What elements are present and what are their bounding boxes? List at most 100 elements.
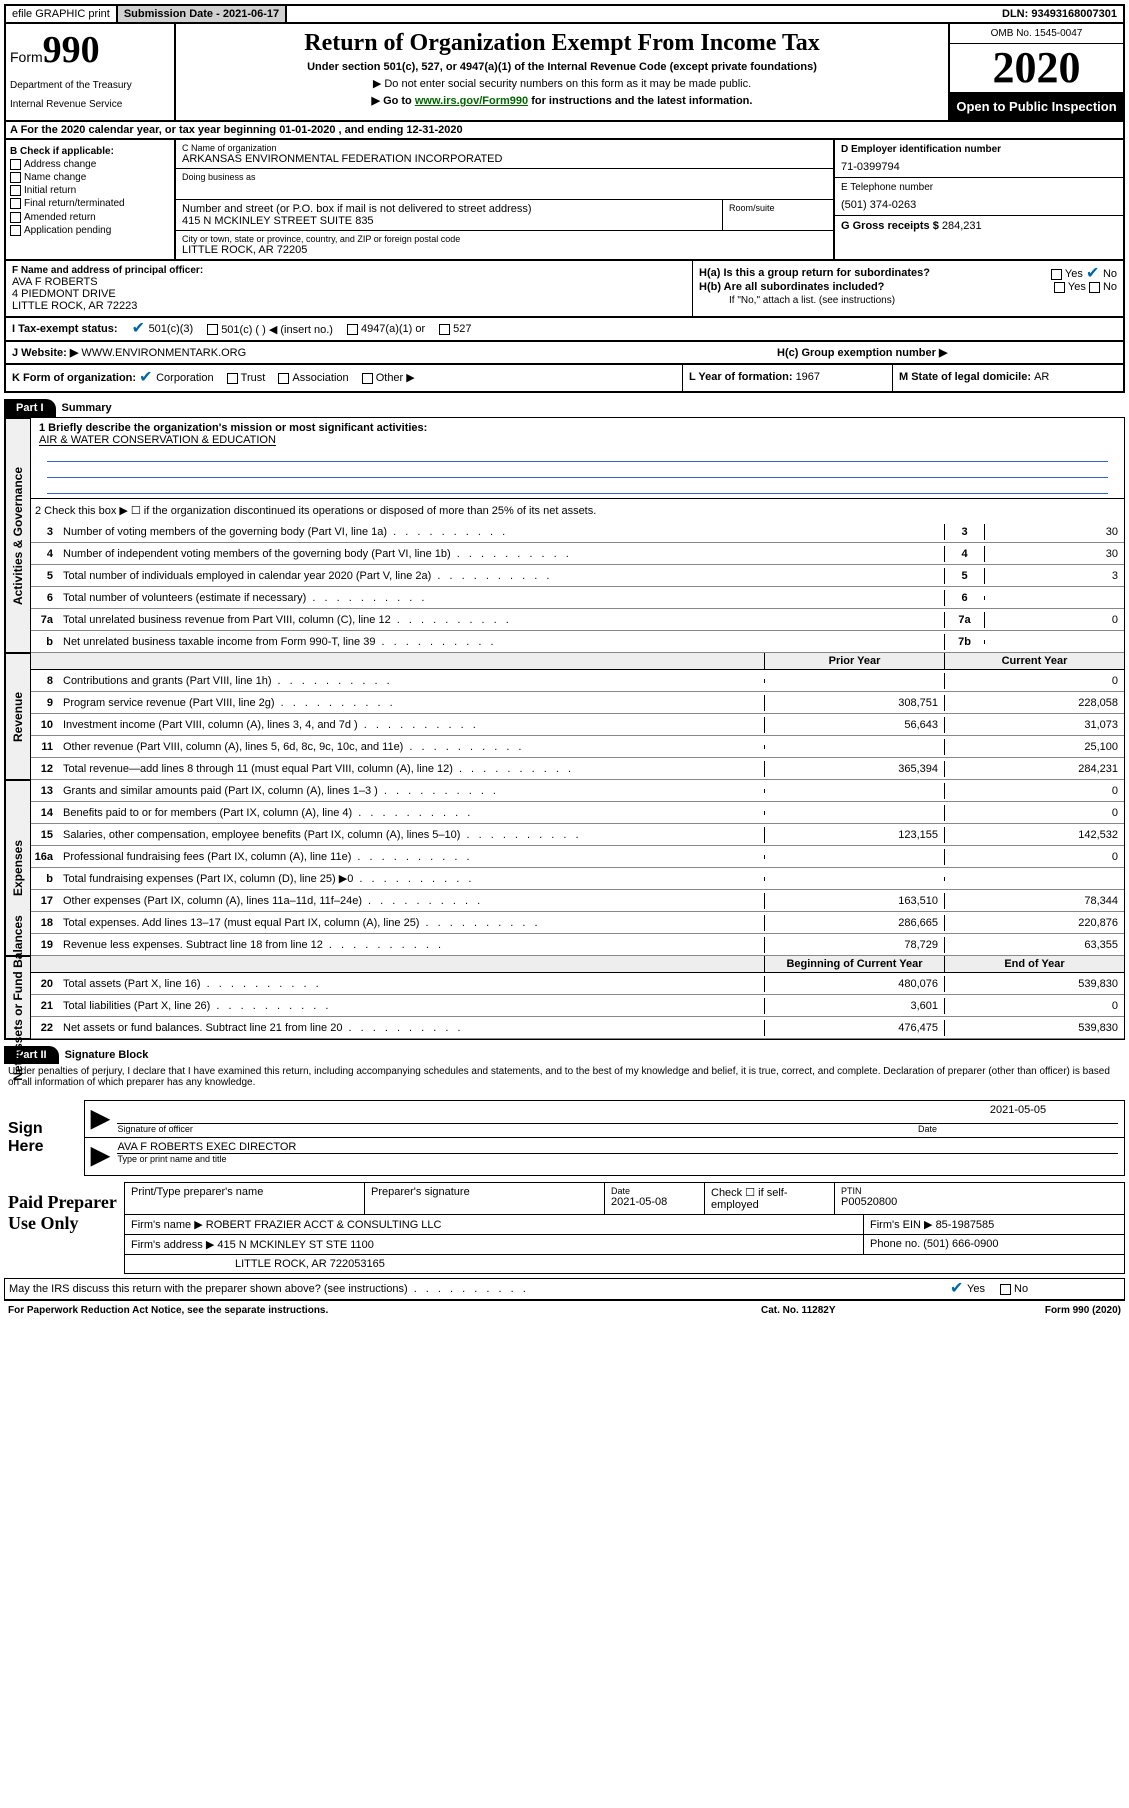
exp-line-17: 17 Other expenses (Part IX, column (A), … — [31, 890, 1124, 912]
entity-grid: B Check if applicable: Address change Na… — [4, 140, 1125, 261]
dept-treasury: Department of the Treasury — [10, 80, 170, 91]
rev-line-10: 10 Investment income (Part VIII, column … — [31, 714, 1124, 736]
chk-name-change[interactable] — [10, 172, 21, 183]
na-line-22: 22 Net assets or fund balances. Subtract… — [31, 1017, 1124, 1039]
ha-no-checked[interactable] — [1086, 267, 1100, 281]
topbar: efile GRAPHIC print Submission Date - 20… — [4, 4, 1125, 24]
chk-address-change[interactable] — [10, 159, 21, 170]
state-domicile: M State of legal domicile: AR — [893, 365, 1123, 391]
tel-label: E Telephone number — [841, 182, 1117, 193]
ptin: P00520800 — [841, 1196, 1118, 1208]
gov-line-6: 6 Total number of volunteers (estimate i… — [31, 587, 1124, 609]
hb-no[interactable] — [1089, 282, 1100, 293]
chk-final-return[interactable] — [10, 198, 21, 209]
exp-line-b: b Total fundraising expenses (Part IX, c… — [31, 868, 1124, 890]
sig-date-label: Date — [918, 1124, 1118, 1134]
sig-arrow-icon: ▶ — [91, 1104, 109, 1134]
ha-yes[interactable] — [1051, 269, 1062, 280]
line2: 2 Check this box ▶ ☐ if the organization… — [31, 502, 1124, 519]
exp-line-15: 15 Salaries, other compensation, employe… — [31, 824, 1124, 846]
website-value: WWW.ENVIRONMENTARK.ORG — [81, 347, 246, 359]
mission-label: 1 Briefly describe the organization's mi… — [39, 422, 1116, 434]
chk-4947[interactable] — [347, 324, 358, 335]
rev-line-8: 8 Contributions and grants (Part VIII, l… — [31, 670, 1124, 692]
rev-label: Revenue — [5, 653, 31, 780]
sig-arrow2-icon: ▶ — [91, 1141, 109, 1170]
hc-line: H(c) Group exemption number ▶ — [777, 346, 1117, 359]
ein-value: 71-0399794 — [841, 161, 1117, 173]
col-b-checkboxes: B Check if applicable: Address change Na… — [6, 140, 176, 259]
exp-line-19: 19 Revenue less expenses. Subtract line … — [31, 934, 1124, 956]
firm-name: ROBERT FRAZIER ACCT & CONSULTING LLC — [206, 1219, 442, 1231]
gov-label: Activities & Governance — [5, 418, 31, 653]
discuss-no[interactable] — [1000, 1284, 1011, 1295]
submission-date-btn[interactable]: Submission Date - 2021-06-17 — [118, 6, 287, 22]
firm-phone: (501) 666-0900 — [923, 1238, 998, 1250]
exp-line-14: 14 Benefits paid to or for members (Part… — [31, 802, 1124, 824]
chk-501c[interactable] — [207, 324, 218, 335]
sig-officer-label: Signature of officer — [117, 1124, 918, 1134]
na-hdr: Beginning of Current YearEnd of Year — [31, 956, 1124, 973]
gov-line-3: 3 Number of voting members of the govern… — [31, 521, 1124, 543]
instructions-link: ▶ Go to www.irs.gov/Form990 for instruct… — [182, 94, 942, 107]
open-to-public: Open to Public Inspection — [950, 93, 1123, 120]
irs-label: Internal Revenue Service — [10, 99, 170, 110]
name-title-label: Type or print name and title — [117, 1154, 1118, 1164]
form-number: Form990 — [10, 28, 170, 72]
org-name: ARKANSAS ENVIRONMENTAL FEDERATION INCORP… — [182, 153, 827, 165]
chk-assoc[interactable] — [278, 373, 289, 384]
form-header: Form990 Department of the Treasury Inter… — [4, 24, 1125, 122]
hb-yes[interactable] — [1054, 282, 1065, 293]
discuss-question: May the IRS discuss this return with the… — [5, 1281, 944, 1297]
tax-status-row: I Tax-exempt status: 501(c)(3) 501(c) ( … — [4, 318, 1125, 342]
sign-here: Sign Here — [4, 1100, 84, 1176]
cat-no: Cat. No. 11282Y — [761, 1305, 941, 1316]
room-suite-label: Room/suite — [723, 200, 833, 230]
chk-other[interactable] — [362, 373, 373, 384]
paperwork-notice: For Paperwork Reduction Act Notice, see … — [8, 1305, 761, 1316]
gov-line-b: b Net unrelated business taxable income … — [31, 631, 1124, 653]
mission-text: AIR & WATER CONSERVATION & EDUCATION — [39, 434, 1116, 446]
form-subtitle: Under section 501(c), 527, or 4947(a)(1)… — [182, 61, 942, 73]
chk-amended[interactable] — [10, 212, 21, 223]
chk-527[interactable] — [439, 324, 450, 335]
chk-trust[interactable] — [227, 373, 238, 384]
org-address: 415 N MCKINLEY STREET SUITE 835 — [182, 215, 716, 227]
officer-addr1: 4 PIEDMONT DRIVE — [12, 288, 686, 300]
prep-sig-lbl: Preparer's signature — [365, 1183, 605, 1214]
addr-label: Number and street (or P.O. box if mail i… — [182, 203, 716, 215]
chk-pending[interactable] — [10, 225, 21, 236]
gross-label: G Gross receipts $ — [841, 220, 942, 232]
declaration: Under penalties of perjury, I declare th… — [4, 1064, 1125, 1090]
paid-preparer-hdr: Paid Preparer Use Only — [4, 1182, 124, 1274]
exp-line-18: 18 Total expenses. Add lines 13–17 (must… — [31, 912, 1124, 934]
irs-link[interactable]: www.irs.gov/Form990 — [415, 95, 528, 107]
chk-corp[interactable] — [139, 371, 153, 385]
part1-hdr: Part I — [4, 399, 56, 417]
org-name-label: C Name of organization — [182, 143, 827, 153]
ha-line: H(a) Is this a group return for subordin… — [699, 267, 1117, 279]
part1-title: Summary — [62, 402, 112, 414]
chk-501c3[interactable] — [132, 322, 146, 336]
sig-date: 2021-05-05 — [918, 1104, 1118, 1124]
year-formation: L Year of formation: 1967 — [683, 365, 893, 391]
prep-name-lbl: Print/Type preparer's name — [125, 1183, 365, 1214]
officer-name-title: AVA F ROBERTS EXEC DIRECTOR — [117, 1141, 1118, 1154]
city-label: City or town, state or province, country… — [182, 234, 827, 244]
chk-initial-return[interactable] — [10, 185, 21, 196]
section-a: A For the 2020 calendar year, or tax yea… — [4, 122, 1125, 140]
rev-line-9: 9 Program service revenue (Part VIII, li… — [31, 692, 1124, 714]
dln: DLN: 93493168007301 — [996, 6, 1123, 22]
prep-self-emp: Check ☐ if self-employed — [705, 1183, 835, 1214]
tel-value: (501) 374-0263 — [841, 199, 1117, 211]
gov-line-7a: 7a Total unrelated business revenue from… — [31, 609, 1124, 631]
rev-line-12: 12 Total revenue—add lines 8 through 11 … — [31, 758, 1124, 780]
na-label: Net Assets or Fund Balances — [5, 956, 31, 1039]
discuss-yes[interactable] — [950, 1282, 964, 1296]
officer-label: F Name and address of principal officer: — [12, 265, 686, 276]
na-line-21: 21 Total liabilities (Part X, line 26) 3… — [31, 995, 1124, 1017]
exp-line-16a: 16a Professional fundraising fees (Part … — [31, 846, 1124, 868]
exp-line-13: 13 Grants and similar amounts paid (Part… — [31, 780, 1124, 802]
firm-city: LITTLE ROCK, AR 722053165 — [125, 1255, 1124, 1273]
dba-label: Doing business as — [182, 172, 827, 182]
